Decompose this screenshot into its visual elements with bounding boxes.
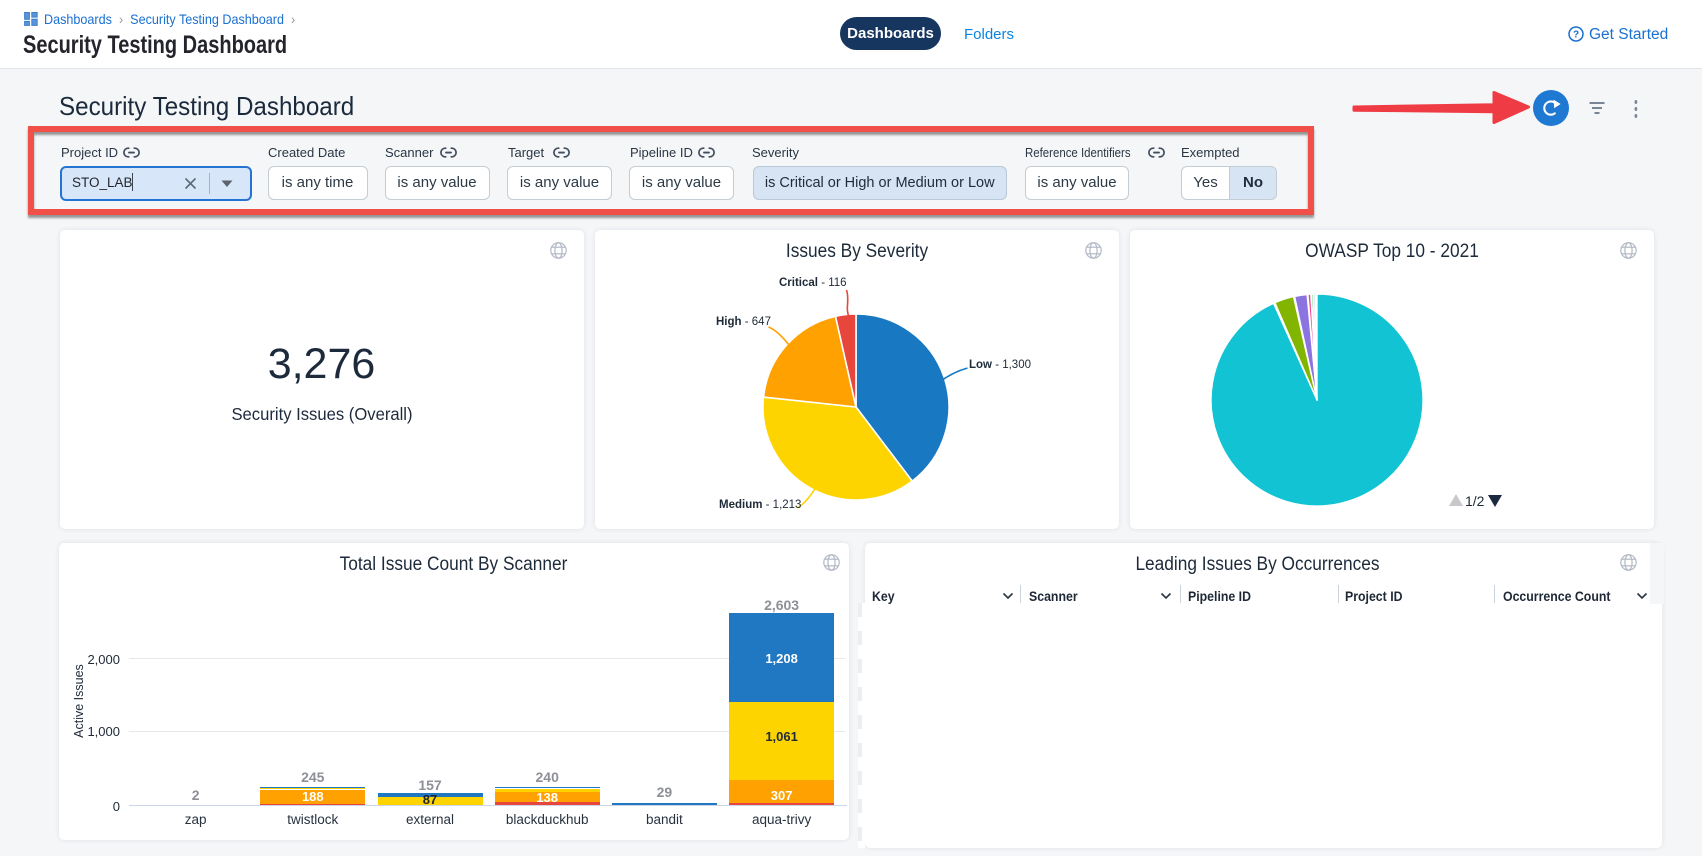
svg-text:?: ?	[1573, 30, 1579, 41]
